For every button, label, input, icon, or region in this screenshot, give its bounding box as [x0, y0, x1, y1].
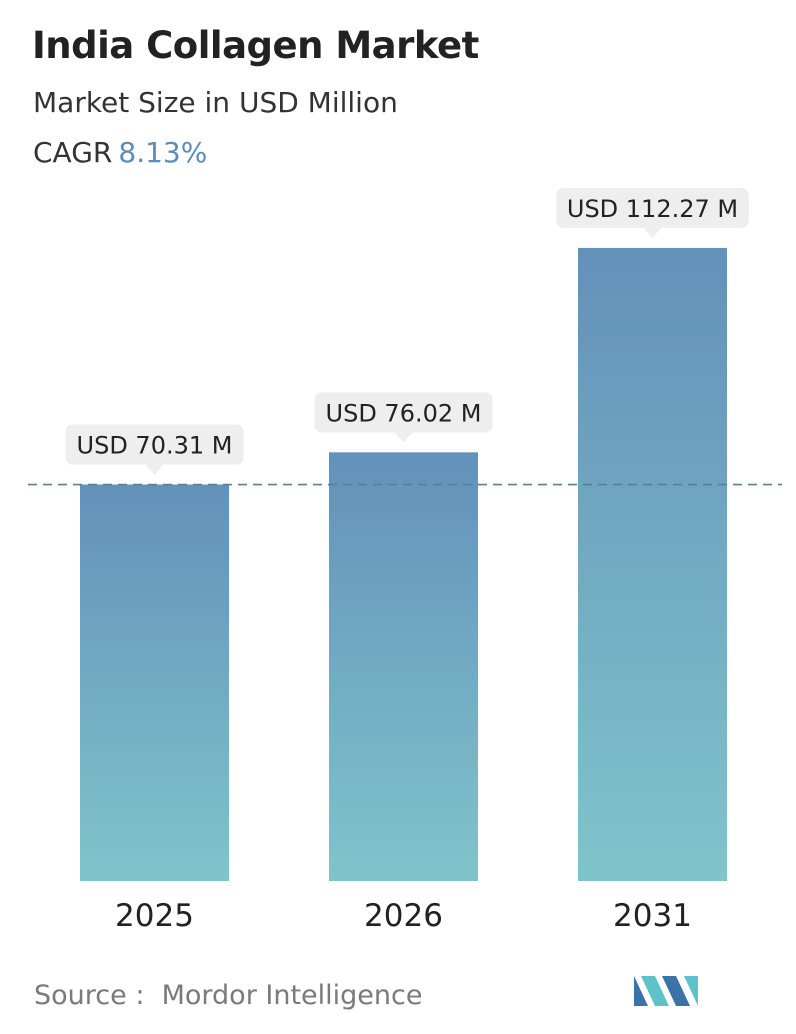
x-tick-2031: 2031: [613, 898, 692, 934]
value-label-pointer: [394, 432, 413, 443]
cagr-line: CAGR 8.13%: [33, 136, 207, 169]
value-label-2025: USD 70.31 M: [65, 424, 244, 475]
source-line: Source : Mordor Intelligence: [34, 980, 422, 1011]
cagr-value: 8.13%: [118, 136, 208, 169]
source-label: Source :: [34, 980, 145, 1011]
bar-2031: [578, 247, 727, 881]
chart-subtitle: Market Size in USD Million: [33, 86, 398, 119]
logo-shape-left: [634, 976, 648, 1006]
x-axis-ticks: 2025 2026 2031: [115, 898, 692, 934]
value-label-bubble: [314, 392, 493, 433]
bar-2026: [329, 452, 478, 881]
cagr-label: CAGR: [33, 136, 113, 169]
logo-shape-right: [684, 976, 698, 1006]
value-label-pointer: [643, 227, 662, 238]
x-tick-2026: 2026: [364, 898, 443, 934]
value-label-2026: USD 76.02 M: [314, 392, 493, 443]
labels-layer: USD 70.31 M USD 76.02 M USD 112.27 M: [65, 187, 749, 475]
x-tick-2025: 2025: [115, 898, 194, 934]
value-label-text: USD 76.02 M: [326, 399, 482, 427]
bars-layer: [80, 247, 727, 881]
logo-shape-mid-a: [641, 976, 669, 1006]
logo-shape-mid-b: [662, 976, 690, 1006]
value-label-text: USD 112.27 M: [567, 195, 738, 223]
value-label-2031: USD 112.27 M: [556, 187, 749, 238]
value-label-text: USD 70.31 M: [77, 432, 233, 460]
bar-2025: [80, 484, 229, 881]
chart-title: India Collagen Market: [32, 24, 479, 67]
value-label-bubble: [556, 187, 749, 228]
value-label-bubble: [65, 424, 244, 465]
source-name: Mordor Intelligence: [161, 980, 423, 1011]
value-label-pointer: [145, 464, 164, 475]
mordor-intelligence-logo-icon: [634, 976, 698, 1006]
